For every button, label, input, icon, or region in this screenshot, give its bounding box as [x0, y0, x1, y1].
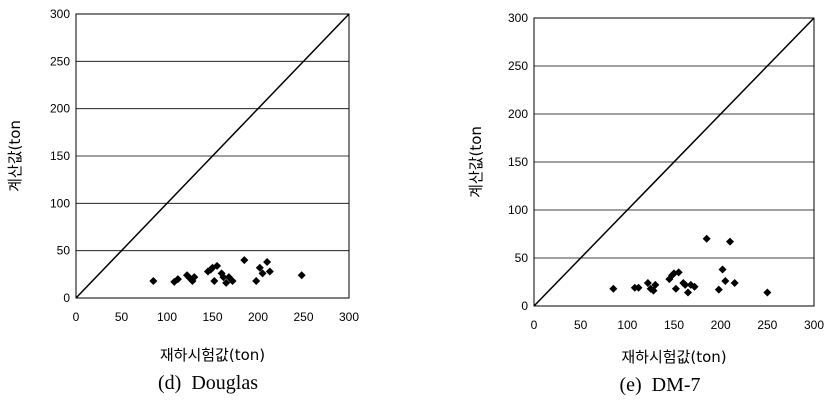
- y-tick-label: 0: [63, 291, 70, 305]
- data-point: [149, 276, 158, 285]
- y-tick-label: 50: [57, 244, 71, 258]
- y-tick-label: 150: [508, 155, 528, 169]
- data-point: [213, 261, 222, 270]
- x-tick-label: 150: [664, 318, 684, 332]
- data-point: [255, 263, 264, 272]
- data-point: [721, 277, 730, 286]
- x-tick-label: 0: [73, 310, 80, 324]
- data-point: [190, 273, 199, 282]
- data-point: [674, 268, 683, 277]
- x-tick-label: 50: [115, 310, 129, 324]
- data-point: [252, 276, 261, 285]
- y-tick-label: 250: [508, 59, 528, 73]
- y-tick-label: 300: [508, 11, 528, 25]
- x-tick-label: 100: [617, 318, 637, 332]
- data-point: [651, 280, 660, 289]
- data-point: [240, 256, 249, 265]
- y-tick-label: 200: [50, 102, 70, 116]
- data-point: [702, 234, 711, 243]
- data-point: [643, 278, 652, 287]
- data-point: [210, 276, 219, 285]
- x-tick-label: 300: [804, 318, 824, 332]
- x-tick-label: 250: [757, 318, 777, 332]
- data-point: [265, 267, 274, 276]
- x-axis-label: 재하시험값(ton): [160, 346, 265, 364]
- y-axis-label: 계산값(ton: [6, 120, 24, 192]
- data-point: [634, 283, 643, 292]
- chart-1: 0 50 100 150 200 250 300 0 50 100 150 200 250 300 재하시험…: [467, 11, 824, 396]
- y-tick-label: 0: [521, 299, 528, 313]
- y-tick-label: 100: [50, 196, 70, 210]
- x-tick-label: 300: [339, 310, 359, 324]
- x-tick-label: 200: [711, 318, 731, 332]
- data-point: [763, 288, 772, 297]
- x-tick-label: 50: [574, 318, 588, 332]
- y-tick-label: 300: [50, 7, 70, 21]
- x-tick-label: 250: [293, 310, 313, 324]
- y-tick-label: 100: [508, 203, 528, 217]
- y-tick-label: 50: [515, 251, 529, 265]
- y-axis-label: 계산값(ton: [467, 126, 485, 198]
- chart-caption: (d) Douglas: [158, 372, 258, 394]
- chart-caption: (e) DM-7: [619, 374, 700, 396]
- x-tick-label: 150: [202, 310, 222, 324]
- x-tick-label: 0: [531, 318, 538, 332]
- data-point: [228, 276, 237, 285]
- x-axis-label: 재하시험값(ton): [621, 348, 726, 366]
- y-tick-label: 150: [50, 149, 70, 163]
- plot-frame: [533, 17, 815, 307]
- data-point: [258, 269, 267, 278]
- y-tick-label: 200: [508, 107, 528, 121]
- data-point: [173, 275, 182, 284]
- y-tick-label: 250: [50, 54, 70, 68]
- chart-0: 0 50 100 150 200 250 300 0 50 100 150 200 250 300 재하시험…: [6, 7, 359, 394]
- data-point: [684, 288, 692, 297]
- data-point: [609, 284, 618, 293]
- data-point: [297, 271, 306, 280]
- data-point: [718, 265, 727, 274]
- data-point: [263, 258, 272, 267]
- x-tick-label: 200: [248, 310, 268, 324]
- data-point: [730, 278, 739, 287]
- reference-line: [533, 17, 815, 307]
- data-point: [681, 280, 690, 289]
- data-point: [690, 282, 699, 291]
- data-point: [726, 237, 734, 246]
- data-point: [222, 278, 231, 287]
- reference-line: [75, 13, 350, 299]
- data-point: [219, 273, 228, 282]
- data-point: [714, 285, 723, 294]
- data-point: [671, 284, 680, 293]
- plot-frame: [75, 13, 350, 299]
- x-tick-label: 100: [157, 310, 177, 324]
